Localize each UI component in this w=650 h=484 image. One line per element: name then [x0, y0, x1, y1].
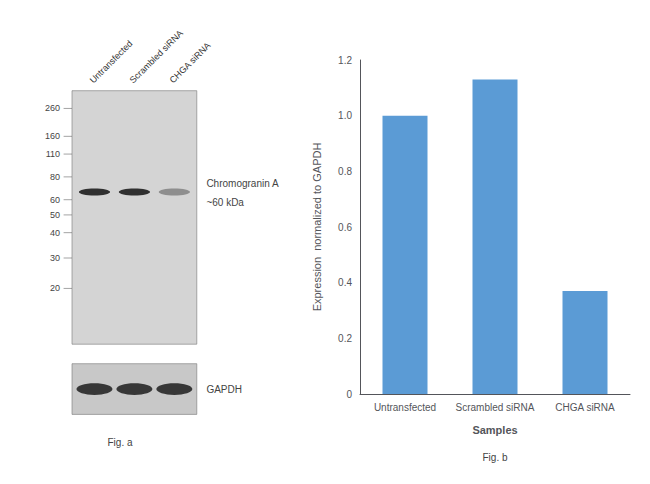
svg-text:0.2: 0.2	[338, 333, 352, 344]
svg-text:110: 110	[46, 149, 60, 159]
svg-text:260: 260	[45, 103, 60, 113]
svg-text:80: 80	[50, 172, 60, 182]
svg-text:160: 160	[45, 131, 60, 141]
svg-text:60: 60	[50, 195, 60, 205]
svg-text:Scrambled siRNA: Scrambled siRNA	[127, 28, 185, 86]
svg-text:Expression normalized to GAPD: Expression normalized to GAPDH	[311, 143, 323, 312]
svg-text:0.4: 0.4	[338, 277, 352, 288]
svg-text:0.6: 0.6	[338, 222, 352, 233]
svg-text:1.2: 1.2	[338, 55, 352, 66]
svg-text:50: 50	[50, 210, 60, 220]
svg-text:20: 20	[50, 283, 60, 293]
svg-text:Chromogranin A: Chromogranin A	[206, 178, 279, 189]
svg-text:Fig. b: Fig. b	[482, 452, 507, 463]
svg-text:GAPDH: GAPDH	[206, 384, 242, 395]
svg-text:Fig. a: Fig. a	[107, 437, 132, 448]
svg-text:1.0: 1.0	[338, 110, 352, 121]
svg-text:30: 30	[50, 253, 60, 263]
svg-text:Scrambled siRNA: Scrambled siRNA	[456, 402, 535, 413]
svg-text:Untransfected: Untransfected	[374, 402, 436, 413]
svg-text:CHGA siRNA: CHGA siRNA	[555, 402, 615, 413]
svg-text:0.8: 0.8	[338, 166, 352, 177]
svg-text:~60 kDa: ~60 kDa	[206, 197, 244, 208]
svg-text:Samples: Samples	[472, 424, 517, 436]
svg-text:40: 40	[50, 228, 60, 238]
svg-text:0: 0	[346, 389, 352, 400]
svg-text:Untransfected: Untransfected	[87, 38, 135, 86]
svg-text:CHGA siRNA: CHGA siRNA	[168, 40, 213, 85]
